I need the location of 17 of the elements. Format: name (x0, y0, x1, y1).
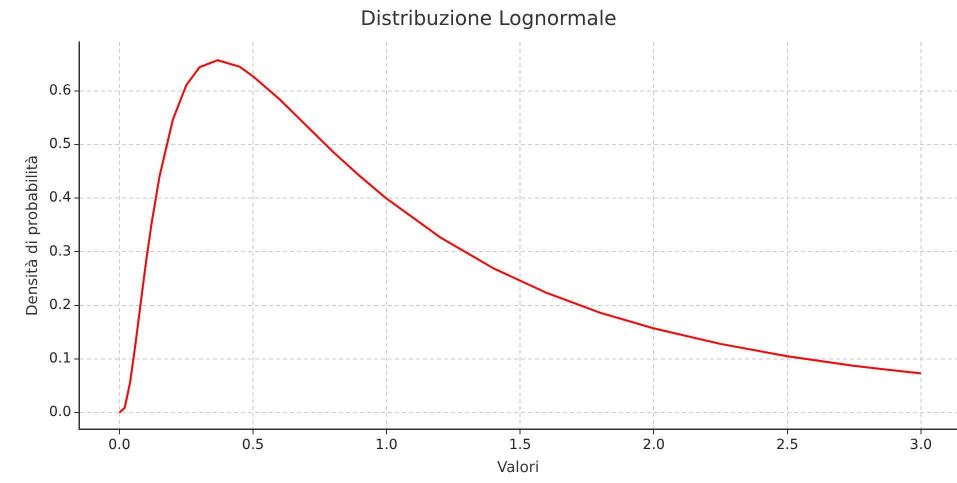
x-tick-label: 3.0 (910, 437, 932, 454)
x-tick-label: 2.0 (642, 437, 665, 454)
x-tick-label: 1.5 (509, 437, 532, 454)
x-axis-title: Valori (497, 458, 540, 476)
y-tick-label: 0.2 (49, 296, 72, 313)
y-tick-label: 0.6 (49, 82, 72, 98)
y-tick-label: 0.1 (49, 350, 72, 367)
chart-title: Distribuzione Lognormale (360, 6, 617, 30)
x-tick-label: 0.0 (108, 437, 130, 454)
y-tick-label: 0.0 (49, 404, 72, 420)
y-axis-title: Densità di probabilità (22, 155, 41, 316)
x-tick-label: 1.0 (375, 437, 398, 454)
y-tick-label: 0.5 (49, 136, 72, 152)
y-tick-label: 0.4 (49, 190, 72, 206)
y-tick-label: 0.3 (49, 243, 72, 260)
x-tick-label: 2.5 (776, 437, 798, 454)
x-tick-label: 0.5 (242, 437, 264, 454)
